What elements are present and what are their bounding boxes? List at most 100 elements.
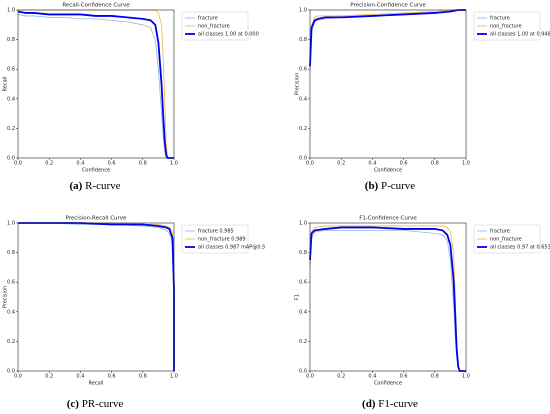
y-tick-label: 0.2 [7, 126, 15, 132]
legend-label: non_fracture [490, 24, 522, 30]
x-tick-label: 0.2 [337, 374, 345, 380]
y-tick-label: 0.4 [7, 309, 15, 315]
y-tick-label: 1.0 [299, 221, 307, 227]
legend-label: all classes 0.97 at 0.653 [490, 245, 550, 251]
y-tick-label: 0.6 [299, 280, 307, 286]
y-tick-label: 1.0 [7, 221, 15, 227]
series-line [309, 226, 466, 372]
plot-frame [309, 9, 467, 159]
legend-box [473, 224, 541, 254]
y-tick-label: 0.4 [299, 309, 307, 315]
y-tick-label: 0.2 [299, 126, 307, 132]
series-line [17, 10, 174, 159]
y-tick-label: 0.4 [299, 96, 307, 102]
legend-label: non_fracture [198, 24, 230, 30]
x-tick-label: 0.0 [306, 161, 314, 167]
legend-box [181, 11, 249, 41]
legend-label: non_fracture [490, 237, 522, 243]
y-tick-label: 0.4 [7, 96, 15, 102]
x-axis-label: Recall [89, 381, 104, 387]
series-line [18, 9, 174, 159]
legend-label: fracture [198, 16, 218, 22]
y-tick-label: 0.6 [7, 280, 15, 286]
legend-label: fracture [490, 229, 510, 235]
y-tick-label: 0.0 [7, 156, 15, 162]
y-axis-label: Recall [3, 77, 9, 92]
x-tick-label: 0.2 [45, 161, 53, 167]
x-tick-label: 0.0 [306, 374, 314, 380]
series-line [18, 222, 175, 371]
y-tick-label: 0.6 [299, 67, 307, 73]
x-tick-label: 0.8 [431, 161, 439, 167]
x-tick-label: 0.8 [431, 374, 439, 380]
caption-label: (d) [362, 398, 376, 410]
y-axis-label: F1 [295, 294, 301, 300]
x-tick-label: 0.0 [14, 161, 22, 167]
caption: (c) PR-curve [67, 398, 124, 410]
legend-label: non_fracture 0.989 [198, 237, 246, 243]
caption: (d) F1-curve [362, 398, 418, 410]
y-tick-label: 0.8 [7, 250, 15, 256]
legend-label: all classes 1.00 at 0.948 [490, 32, 550, 38]
series-line [309, 9, 466, 67]
x-tick-label: 1.0 [170, 161, 178, 167]
plot-frame [17, 222, 175, 372]
y-tick-label: 0.8 [299, 250, 307, 256]
series-line [18, 222, 175, 371]
caption-text: R-curve [85, 180, 121, 192]
caption-label: (b) [365, 180, 379, 192]
x-axis-label: Confidence [374, 381, 402, 387]
series-line [309, 9, 466, 70]
legend-label: all classes 0.987 mAP@0.5 [198, 245, 265, 251]
caption-text: F1-curve [378, 398, 418, 410]
legend-box [181, 224, 249, 254]
chart-title: F1-Confidence Curve [359, 216, 417, 222]
y-tick-label: 0.8 [299, 37, 307, 43]
x-tick-label: 1.0 [462, 374, 470, 380]
x-tick-label: 0.4 [76, 374, 84, 380]
caption-label: (c) [67, 398, 80, 410]
x-axis-label: Confidence [82, 168, 110, 174]
caption-text: P-curve [381, 180, 415, 192]
y-tick-label: 0.0 [299, 156, 307, 162]
chart-title: Recall-Confidence Curve [62, 3, 130, 9]
plot-frame [17, 9, 175, 159]
y-axis-label: Precision [295, 73, 301, 95]
y-axis-label: Precision [3, 286, 9, 308]
y-tick-label: 1.0 [299, 8, 307, 14]
x-tick-label: 1.0 [462, 161, 470, 167]
y-tick-label: 0.0 [7, 369, 15, 375]
x-tick-label: 0.8 [139, 161, 147, 167]
caption: (b) P-curve [365, 180, 416, 192]
x-tick-label: 0.6 [108, 161, 116, 167]
caption-text: PR-curve [82, 398, 124, 410]
legend-label: fracture 0.985 [198, 229, 234, 235]
x-tick-label: 0.8 [139, 374, 147, 380]
chart-title: Precision-Recall Curve [66, 216, 128, 222]
legend-label: all classes 1.00 at 0.000 [198, 32, 259, 38]
y-tick-label: 0.6 [7, 67, 15, 73]
y-tick-label: 0.2 [299, 339, 307, 345]
x-tick-label: 0.6 [400, 161, 408, 167]
x-tick-label: 0.4 [76, 161, 84, 167]
x-tick-label: 0.6 [108, 374, 116, 380]
series-line [17, 14, 174, 159]
caption: (a) R-curve [69, 180, 120, 192]
x-axis-label: Confidence [374, 168, 402, 174]
x-tick-label: 0.4 [368, 161, 376, 167]
y-tick-label: 1.0 [7, 8, 15, 14]
x-tick-label: 1.0 [170, 374, 178, 380]
series-line [309, 230, 466, 372]
y-tick-label: 0.2 [7, 339, 15, 345]
plot-frame [309, 222, 467, 372]
y-tick-label: 0.8 [7, 37, 15, 43]
x-tick-label: 0.6 [400, 374, 408, 380]
legend-label: fracture [490, 16, 510, 22]
caption-label: (a) [69, 180, 82, 192]
x-tick-label: 0.2 [337, 161, 345, 167]
series-line [309, 225, 466, 372]
legend-box [473, 11, 541, 41]
x-tick-label: 0.0 [14, 374, 22, 380]
y-tick-label: 0.0 [299, 369, 307, 375]
